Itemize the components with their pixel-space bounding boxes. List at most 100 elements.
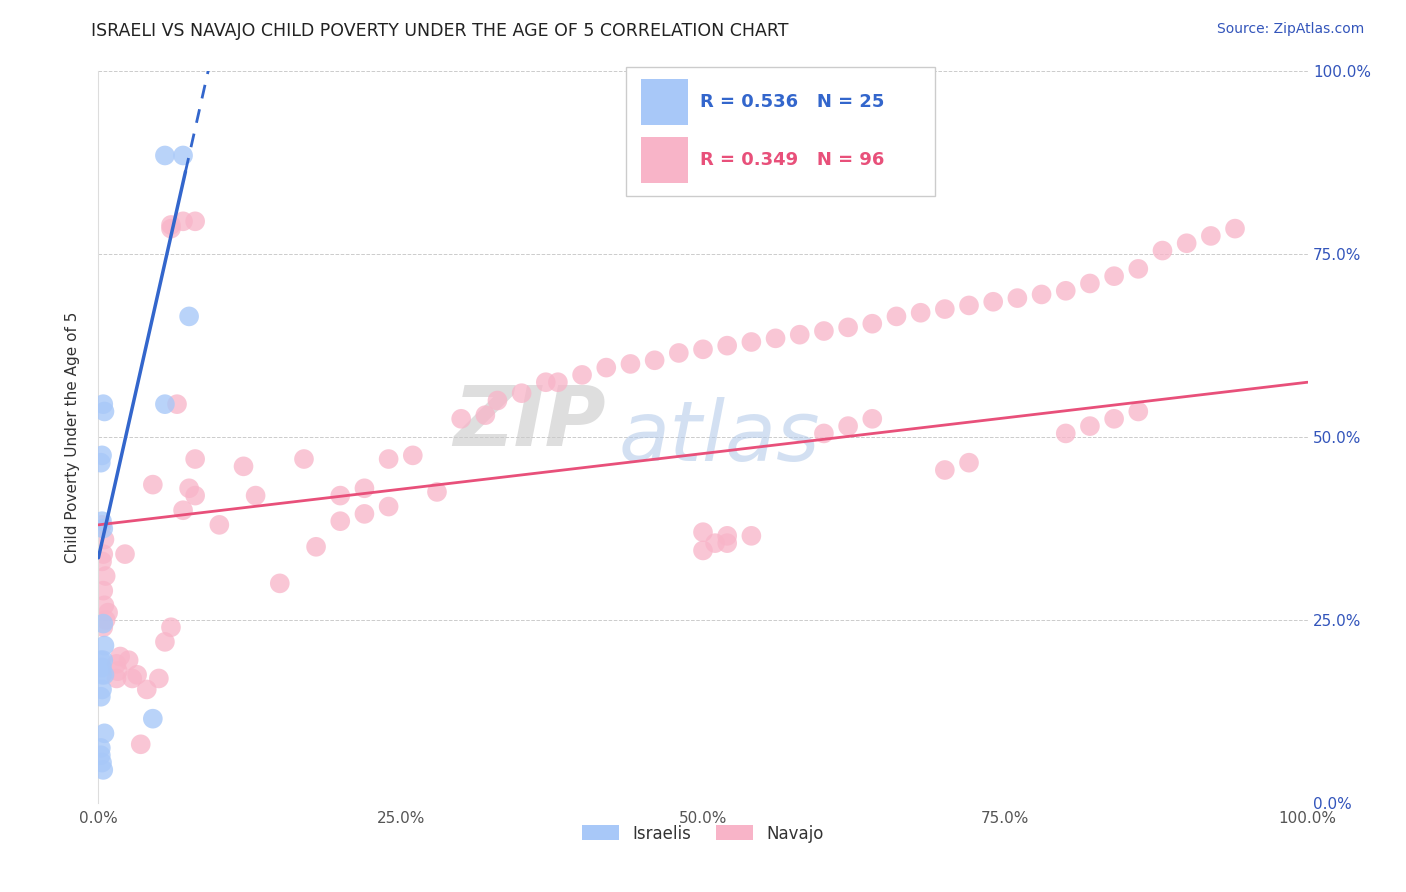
Point	[450, 412, 472, 426]
Point	[716, 338, 738, 352]
Point	[105, 672, 128, 686]
Point	[957, 298, 980, 312]
Point	[91, 682, 114, 697]
Point	[860, 317, 883, 331]
Point	[105, 657, 128, 671]
Point	[1054, 284, 1077, 298]
Point	[166, 397, 188, 411]
Point	[1102, 269, 1125, 284]
Point	[108, 649, 131, 664]
Point	[93, 599, 115, 613]
Point	[153, 397, 176, 411]
Point	[1007, 291, 1029, 305]
Text: atlas: atlas	[619, 397, 820, 477]
Point	[91, 763, 114, 777]
Point	[1128, 404, 1150, 418]
Point	[813, 426, 835, 441]
Point	[91, 667, 114, 681]
Point	[91, 517, 114, 532]
Point	[486, 393, 509, 408]
Point	[129, 737, 152, 751]
Point	[740, 529, 762, 543]
Point	[97, 606, 120, 620]
Point	[91, 620, 114, 634]
Point	[837, 419, 859, 434]
Point	[886, 310, 908, 324]
Point	[127, 667, 149, 681]
Point	[269, 576, 291, 591]
Point	[91, 756, 114, 770]
Point	[692, 343, 714, 357]
Text: R = 0.349   N = 96: R = 0.349 N = 96	[700, 151, 884, 169]
Point	[91, 660, 114, 674]
Point	[353, 481, 375, 495]
Point	[91, 653, 114, 667]
Point	[353, 507, 375, 521]
Point	[114, 547, 136, 561]
Point	[1102, 412, 1125, 426]
Point	[1223, 221, 1246, 235]
Point	[172, 214, 194, 228]
Point	[329, 489, 352, 503]
Point	[510, 386, 533, 401]
Point	[1054, 426, 1077, 441]
Y-axis label: Child Poverty Under the Age of 5: Child Poverty Under the Age of 5	[65, 311, 80, 563]
Point	[91, 514, 114, 528]
Point	[172, 148, 194, 162]
Point	[90, 740, 112, 755]
Point	[142, 477, 165, 491]
Point	[934, 463, 956, 477]
Point	[93, 404, 115, 418]
Point	[957, 456, 980, 470]
Point	[184, 214, 207, 228]
Point	[692, 543, 714, 558]
Point	[91, 554, 114, 568]
Point	[329, 514, 352, 528]
Point	[1152, 244, 1174, 258]
Point	[1078, 277, 1101, 291]
Point	[716, 536, 738, 550]
Point	[91, 521, 114, 535]
Point	[90, 690, 112, 704]
Point	[184, 489, 207, 503]
Point	[90, 653, 112, 667]
Text: Source: ZipAtlas.com: Source: ZipAtlas.com	[1216, 22, 1364, 37]
Point	[160, 221, 183, 235]
Point	[765, 331, 787, 345]
Point	[160, 620, 183, 634]
Point	[135, 682, 157, 697]
Point	[179, 481, 201, 495]
Point	[704, 536, 727, 550]
Point	[172, 503, 194, 517]
Point	[184, 452, 207, 467]
Point	[547, 376, 569, 390]
Point	[716, 529, 738, 543]
Point	[93, 639, 115, 653]
FancyBboxPatch shape	[626, 67, 935, 196]
Point	[534, 376, 557, 390]
Text: ZIP: ZIP	[454, 382, 606, 463]
Point	[91, 547, 114, 561]
FancyBboxPatch shape	[641, 136, 688, 184]
Point	[142, 712, 165, 726]
Point	[121, 672, 143, 686]
Point	[232, 459, 254, 474]
Point	[107, 664, 129, 678]
Point	[91, 583, 114, 598]
Point	[668, 346, 690, 360]
Point	[981, 294, 1004, 309]
Point	[90, 456, 112, 470]
Point	[93, 726, 115, 740]
Point	[813, 324, 835, 338]
Point	[91, 448, 114, 462]
Point	[93, 667, 115, 681]
Point	[93, 533, 115, 547]
Point	[644, 353, 666, 368]
Point	[1031, 287, 1053, 301]
Point	[90, 748, 112, 763]
Point	[153, 635, 176, 649]
Point	[837, 320, 859, 334]
Point	[153, 148, 176, 162]
Point	[179, 310, 201, 324]
Point	[1199, 228, 1222, 243]
